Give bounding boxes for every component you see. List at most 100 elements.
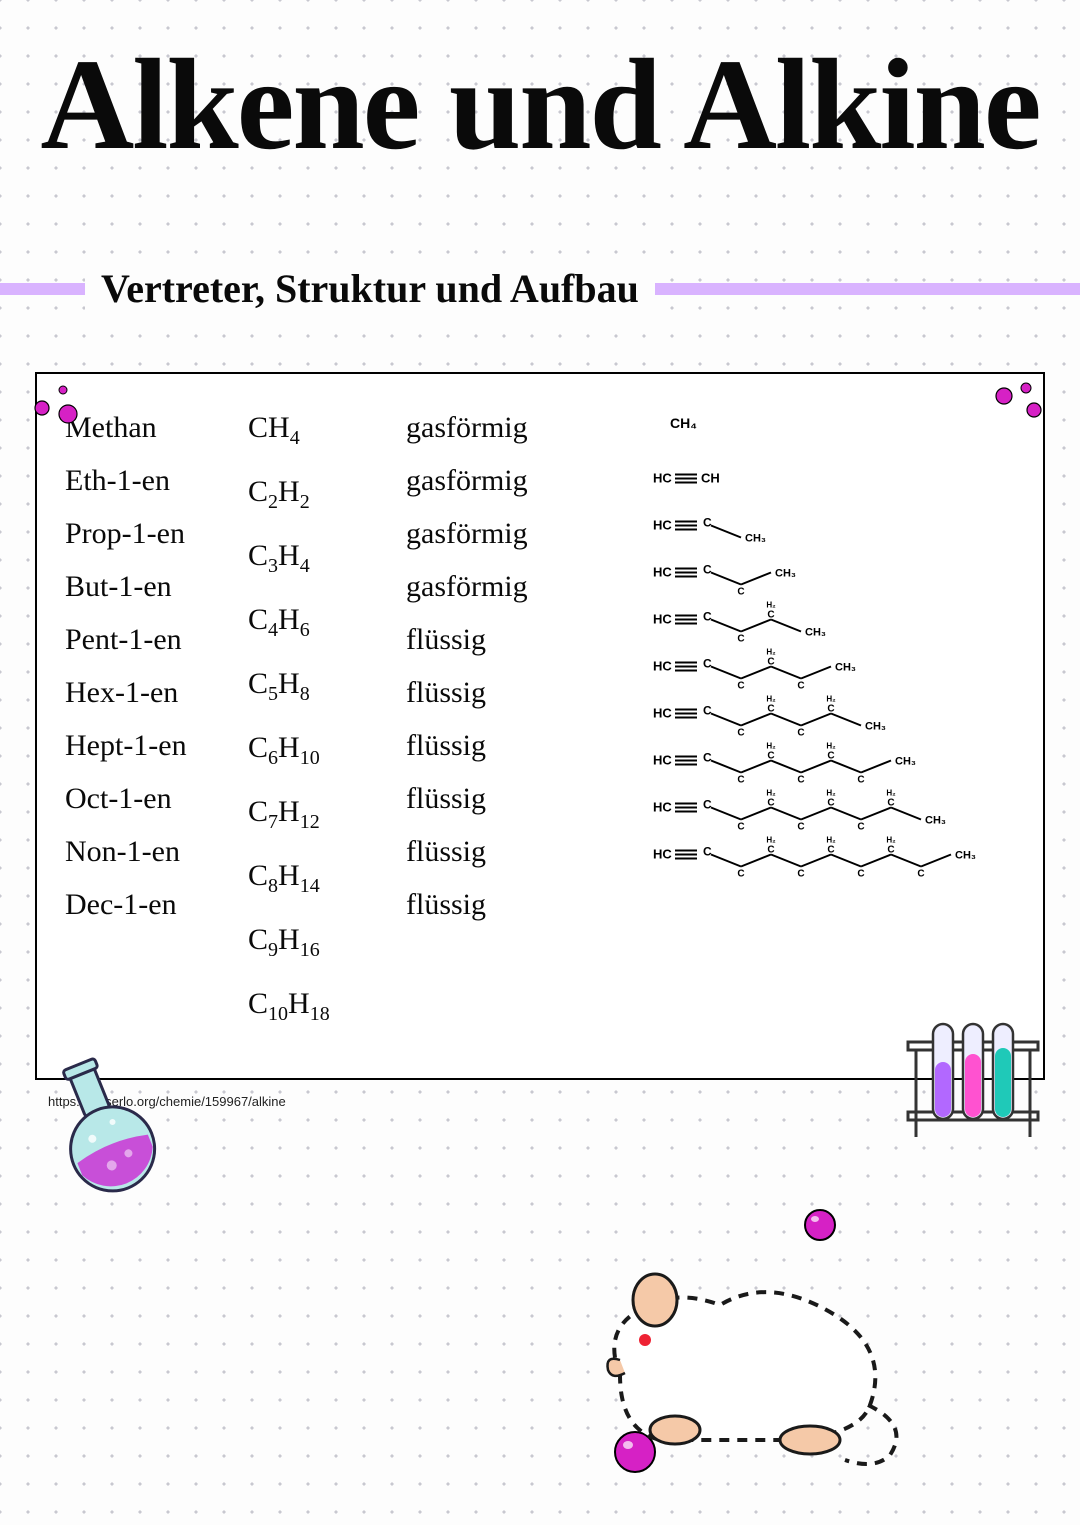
svg-text:C: C <box>737 869 744 879</box>
structure-row: HCCH <box>645 457 1015 500</box>
section-header: Vertreter, Struktur und Aufbau <box>0 265 1080 312</box>
structure-diagram: HCCCH₂CH₂CH₂CH₂CH₂CH₂CH₂CH₃ <box>645 831 1015 878</box>
compound-name: Eth-1-en <box>65 457 220 504</box>
structure-diagram: HCCCH₂CH₂CH₂CH₂CH₂CH₂CH₃ <box>645 784 1015 831</box>
structure-row: HCCCH₂CH₃ <box>645 551 1015 594</box>
svg-text:C: C <box>857 822 864 832</box>
svg-text:C: C <box>857 869 864 879</box>
compound-formula: C2H2 <box>248 468 378 526</box>
svg-text:CH: CH <box>701 471 720 486</box>
compound-name: Hex-1-en <box>65 669 220 716</box>
compound-state: gasförmig <box>406 510 551 557</box>
svg-text:C: C <box>767 751 774 762</box>
section-title: Vertreter, Struktur und Aufbau <box>85 265 655 312</box>
svg-text:H₂: H₂ <box>886 836 896 845</box>
compound-name: Pent-1-en <box>65 616 220 663</box>
svg-text:C: C <box>797 869 804 879</box>
svg-text:C: C <box>767 704 774 715</box>
decorative-dots-right <box>990 380 1050 430</box>
svg-text:CH₃: CH₃ <box>805 627 826 639</box>
svg-text:HC: HC <box>653 800 672 815</box>
decorative-dots-left <box>30 380 90 430</box>
compound-formula: C8H14 <box>248 852 378 910</box>
svg-text:C: C <box>703 563 712 577</box>
svg-text:C: C <box>767 845 774 856</box>
svg-text:CH₄: CH₄ <box>670 415 697 431</box>
compound-state: flüssig <box>406 775 551 822</box>
structure-diagram: HC C CH₃ <box>645 502 1015 549</box>
structure-diagram: HCCCH₂CH₂CH₂CH₃ <box>645 643 1015 690</box>
compound-name: Hept-1-en <box>65 722 220 769</box>
page-title: Alkene und Alkine <box>0 0 1080 180</box>
table-text-columns: MethanEth-1-enProp-1-enBut-1-enPent-1-en… <box>65 404 615 1038</box>
svg-text:H₂: H₂ <box>766 742 776 751</box>
svg-text:C: C <box>703 704 712 718</box>
svg-text:C: C <box>887 798 894 809</box>
structure-row: HCCCH₂CH₂CH₂CH₂CH₂CH₂CH₃ <box>645 786 1015 829</box>
svg-text:C: C <box>767 798 774 809</box>
svg-text:CH₃: CH₃ <box>865 721 886 733</box>
svg-text:HC: HC <box>653 612 672 627</box>
svg-text:C: C <box>827 798 834 809</box>
header-bar-left <box>0 283 85 295</box>
svg-text:C: C <box>703 845 712 859</box>
svg-text:HC: HC <box>653 847 672 862</box>
compound-formula: C10H18 <box>248 980 378 1038</box>
compound-state: flüssig <box>406 881 551 928</box>
svg-text:C: C <box>737 822 744 832</box>
svg-text:C: C <box>857 775 864 785</box>
compound-state: gasförmig <box>406 563 551 610</box>
svg-text:H₂: H₂ <box>766 836 776 845</box>
compound-name: Non-1-en <box>65 828 220 875</box>
structure-row: HCCCH₂CH₂CH₃ <box>645 598 1015 641</box>
svg-text:C: C <box>797 728 804 738</box>
test-tubes-icon <box>898 1012 1048 1147</box>
compound-state: gasförmig <box>406 404 551 451</box>
svg-text:H₂: H₂ <box>766 648 776 657</box>
svg-text:C: C <box>797 775 804 785</box>
col-state: gasförmig gasförmig gasförmig gasförmig flüs… <box>406 404 551 1038</box>
compound-name: Oct-1-en <box>65 775 220 822</box>
svg-text:C: C <box>827 845 834 856</box>
compound-formula: C6H10 <box>248 724 378 782</box>
structure-diagram: CH₄ <box>645 408 1015 455</box>
col-name: MethanEth-1-enProp-1-enBut-1-enPent-1-en… <box>65 404 220 1038</box>
compound-state: flüssig <box>406 616 551 663</box>
svg-text:C: C <box>703 516 712 530</box>
col-structure-diagram: CH₄HCCHHCCCH₃HCCCH₂CH₃HCCCH₂CH₂CH₃HCCCH₂… <box>645 404 1015 1038</box>
svg-text:HC: HC <box>653 565 672 580</box>
svg-text:H₂: H₂ <box>886 789 896 798</box>
svg-text:CH₃: CH₃ <box>925 815 946 827</box>
mouse-icon <box>590 1245 910 1475</box>
structure-diagram: HCCCH₂CH₂CH₃ <box>645 596 1015 643</box>
svg-text:C: C <box>917 869 924 879</box>
compound-formula: CH4 <box>248 404 378 462</box>
compound-state: gasförmig <box>406 457 551 504</box>
magenta-ball-top-icon <box>800 1205 840 1245</box>
svg-text:C: C <box>737 775 744 785</box>
svg-text:CH₃: CH₃ <box>895 756 916 768</box>
compound-name: Dec-1-en <box>65 881 220 928</box>
structure-diagram: HCCCH₂CH₂CH₂CH₂CH₂CH₃ <box>645 737 1015 784</box>
svg-text:CH₃: CH₃ <box>745 533 766 545</box>
compound-formula: C9H16 <box>248 916 378 974</box>
structure-row: HCCCH₂CH₂CH₂CH₂CH₂CH₃ <box>645 739 1015 782</box>
compound-name: But-1-en <box>65 563 220 610</box>
svg-text:H₂: H₂ <box>766 695 776 704</box>
svg-text:C: C <box>703 751 712 765</box>
svg-text:H₂: H₂ <box>766 789 776 798</box>
svg-text:H₂: H₂ <box>826 742 836 751</box>
svg-text:HC: HC <box>653 659 672 674</box>
col-formula: CH4C2H2C3H4C4H6C5H8C6H10C7H12C8H14C9H16C… <box>248 404 378 1038</box>
compound-formula: C3H4 <box>248 532 378 590</box>
svg-text:CH₃: CH₃ <box>955 850 976 862</box>
svg-text:C: C <box>737 634 744 644</box>
structure-diagram: HCCCH₂CH₂CH₂CH₂CH₃ <box>645 690 1015 737</box>
structure-row: HCCCH₂CH₂CH₂CH₃ <box>645 645 1015 688</box>
svg-text:C: C <box>737 681 744 691</box>
svg-text:C: C <box>767 657 774 668</box>
compounds-table: MethanEth-1-enProp-1-enBut-1-enPent-1-en… <box>35 372 1045 1080</box>
svg-text:CH₃: CH₃ <box>775 568 796 580</box>
compound-state: flüssig <box>406 828 551 875</box>
svg-text:HC: HC <box>653 518 672 533</box>
